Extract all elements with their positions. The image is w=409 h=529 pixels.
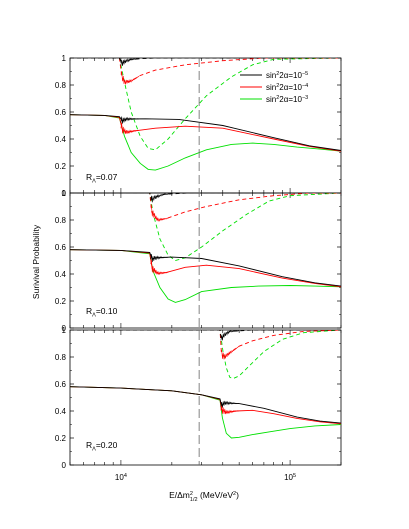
panel-label-2: RΛ=0.10: [86, 306, 118, 319]
panel-2: 0 0.2 0.4 0.6 0.8 1: [55, 189, 342, 333]
oscillation-wiggle: [150, 253, 169, 263]
x-axis-label: E/Δm2 1/2 (MeV/eV2): [169, 490, 239, 503]
y-tick-label: 0.4: [55, 135, 67, 144]
series-solid: [70, 114, 341, 151]
oscillation-wiggle: [220, 330, 240, 341]
series-solid: [70, 114, 341, 152]
oscillation-wiggle: [120, 71, 140, 85]
series-solid: [70, 249, 341, 303]
series-dashed: [70, 58, 341, 65]
series-solid: [70, 249, 341, 287]
y-tick-label: 0.8: [55, 353, 67, 362]
y-tick-label: 1: [62, 189, 67, 198]
series-dashed: [70, 58, 341, 83]
series-solid: [70, 386, 341, 424]
legend-entry-1e-5: sin22α=10−5: [266, 71, 308, 80]
oscillation-wiggle: [220, 346, 239, 360]
series-dashed: [70, 330, 341, 358]
panel-3: 0 0.2 0.4 0.6 0.8 1: [55, 326, 342, 470]
series-solid: [70, 386, 341, 425]
panels-layer: 00.20.40.60.8100.20.40.60.8100.20.40.60.…: [55, 54, 342, 470]
panel-curves: [70, 330, 341, 439]
series-dashed: [70, 193, 341, 221]
series-solid: [70, 249, 341, 288]
y-tick-label: 0: [62, 324, 67, 333]
y-tick-label: 0.6: [55, 380, 67, 389]
y-tick-label: 0.6: [55, 243, 67, 252]
y-tick-label: 0.2: [55, 297, 67, 306]
oscillation-wiggle: [120, 122, 140, 134]
series-solid: [70, 386, 341, 439]
oscillation-wiggle: [220, 400, 240, 408]
y-axis-label: Surivival Probability: [31, 224, 41, 299]
y-tick-label: 0.2: [55, 434, 67, 443]
y-tick-label: 0: [62, 461, 67, 470]
oscillation-wiggle: [120, 58, 140, 66]
y-tick-label: 0.4: [55, 270, 67, 279]
y-tick-label: 1: [62, 54, 67, 63]
series-dashed: [70, 58, 341, 151]
y-tick-label: 0.2: [55, 162, 67, 171]
panel-curves: [70, 193, 341, 303]
panel-curves: [70, 58, 341, 171]
oscillation-wiggle: [150, 260, 169, 276]
legend: sin22α=10−5 sin22α=10−4 sin22α=10−3: [240, 71, 308, 104]
legend-entry-1e-3: sin22α=10−3: [266, 95, 308, 104]
y-tick-label: 0: [62, 189, 67, 198]
panel-label-3: RΛ=0.20: [86, 440, 118, 453]
y-tick-label: 0.8: [55, 81, 67, 90]
oscillation-wiggle: [120, 116, 140, 124]
legend-entry-1e-4: sin22α=10−4: [266, 83, 308, 92]
x-tick-label-1e4: 104: [115, 473, 127, 482]
oscillation-wiggle: [150, 204, 169, 222]
y-tick-label: 0.6: [55, 108, 67, 117]
y-tick-label: 0.8: [55, 216, 67, 225]
x-tick-label-1e5: 105: [284, 473, 296, 482]
y-tick-label: 0.4: [55, 407, 67, 416]
oscillation-wiggle: [150, 193, 169, 203]
y-tick-label: 1: [62, 326, 67, 335]
panel-label-1: RΛ=0.07: [86, 172, 118, 185]
series-dashed: [70, 330, 341, 380]
oscillation-wiggle: [220, 405, 240, 415]
